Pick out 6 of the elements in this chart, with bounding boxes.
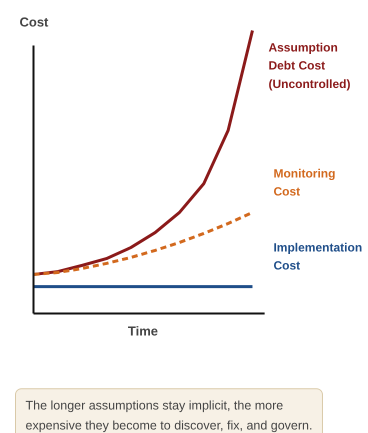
- text: Monitoring Cost: [273, 166, 336, 198]
- x-axis-title: Time: [128, 324, 158, 338]
- y-axis-title: Cost: [20, 14, 50, 30]
- text: Implementation Cost: [273, 240, 362, 273]
- text: The longer assumptions stay implicit, the more expensive they become to discover, fix, and govern.: [26, 398, 312, 432]
- series-label: Assumption Debt Cost (Uncontrolled): [268, 40, 350, 91]
